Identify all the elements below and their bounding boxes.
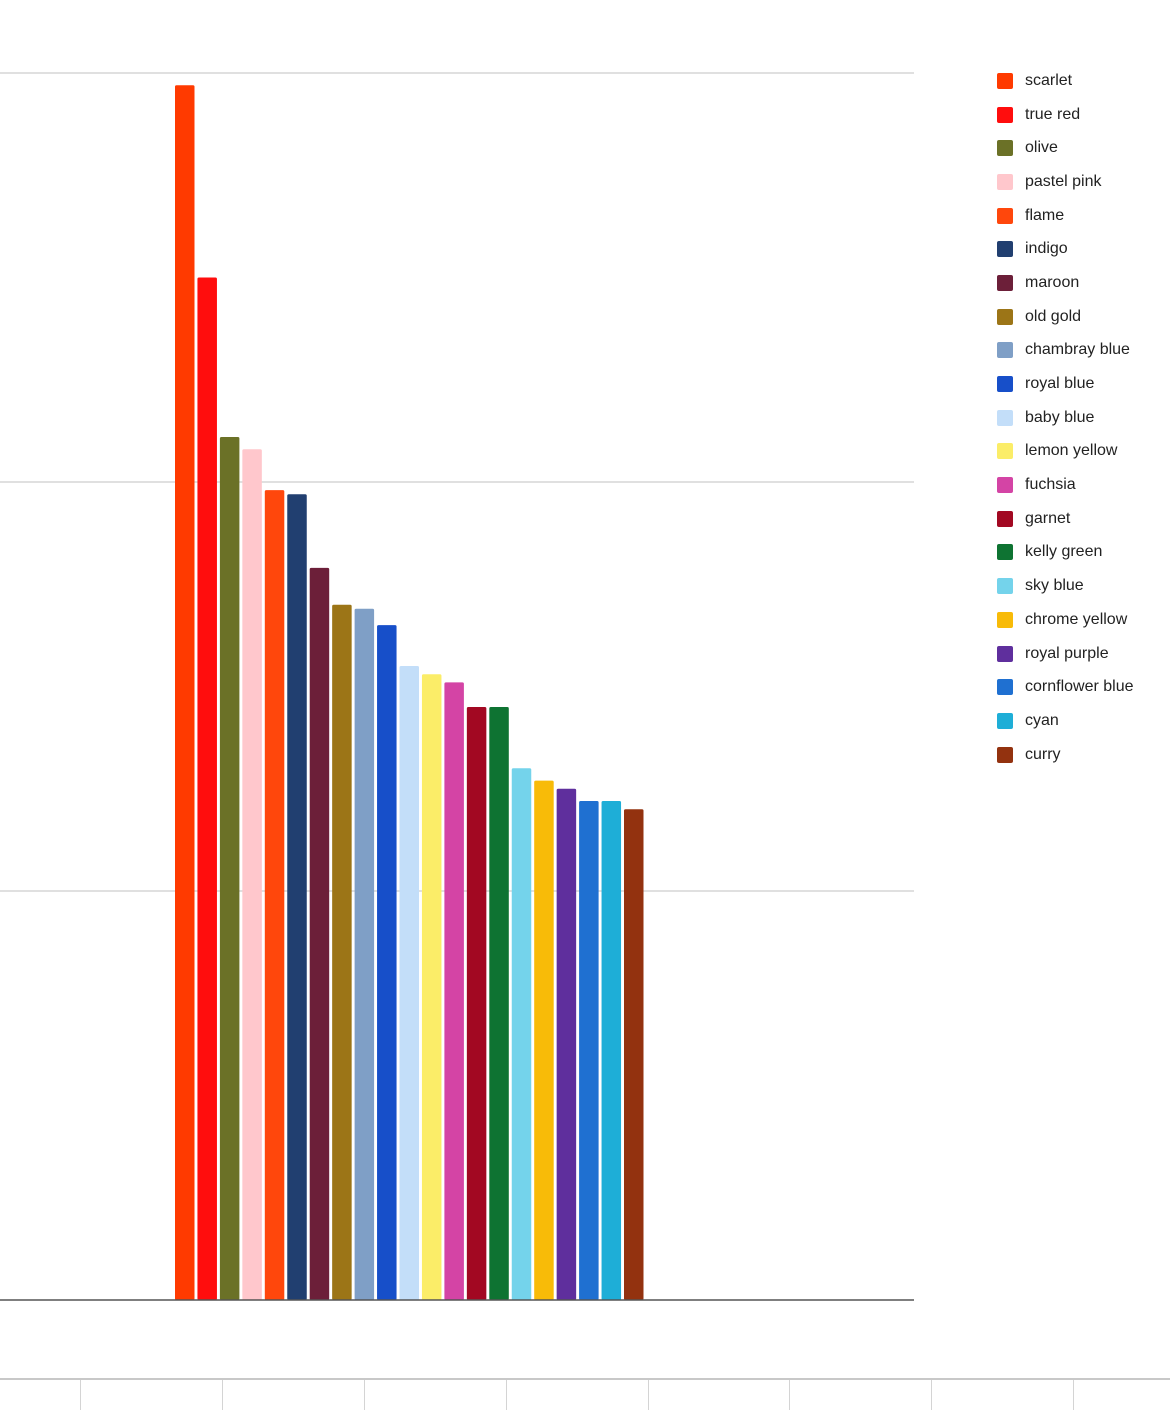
legend-item-cornflower-blue: cornflower blue (997, 670, 1167, 704)
bar-chrome-yellow (534, 780, 554, 1300)
legend-label: royal blue (1025, 375, 1095, 393)
legend-label: indigo (1025, 240, 1068, 258)
bar-royal-blue (377, 625, 397, 1300)
legend-item-chrome-yellow: chrome yellow (997, 603, 1167, 637)
legend-label: lemon yellow (1025, 442, 1118, 460)
legend-swatch (997, 578, 1013, 595)
legend-item-lemon-yellow: lemon yellow (997, 435, 1167, 469)
legend-swatch (997, 746, 1013, 763)
legend-label: curry (1025, 745, 1061, 763)
bars (175, 85, 644, 1300)
legend: scarlet true red olive pastel pink flame indi… (997, 64, 1167, 771)
legend-swatch (997, 409, 1013, 426)
legend-item-flame: flame (997, 199, 1167, 233)
legend-swatch (997, 477, 1013, 494)
legend-swatch (997, 712, 1013, 729)
legend-swatch (997, 376, 1013, 393)
bar-sky-blue (511, 768, 532, 1300)
bar-olive (219, 437, 240, 1300)
legend-label: olive (1025, 139, 1058, 157)
legend-label: garnet (1025, 509, 1071, 527)
legend-label: maroon (1025, 273, 1080, 291)
legend-swatch (997, 544, 1013, 561)
legend-swatch (997, 106, 1013, 123)
legend-label: true red (1025, 105, 1081, 123)
legend-label: baby blue (1025, 408, 1095, 426)
legend-label: chrome yellow (1025, 610, 1128, 628)
legend-item-royal-blue: royal blue (997, 367, 1167, 401)
legend-item-cyan: cyan (997, 704, 1167, 738)
legend-swatch (997, 510, 1013, 527)
legend-item-baby-blue: baby blue (997, 401, 1167, 435)
legend-item-true-red: true red (997, 98, 1167, 132)
legend-item-indigo: indigo (997, 232, 1167, 266)
bar-scarlet (175, 85, 195, 1300)
legend-label: old gold (1025, 307, 1082, 325)
legend-swatch (997, 645, 1013, 662)
legend-item-fuchsia: fuchsia (997, 468, 1167, 502)
bar-curry (624, 809, 644, 1300)
sheet-cell[interactable] (1074, 1380, 1170, 1410)
legend-label: fuchsia (1025, 476, 1076, 494)
sheet-cell[interactable] (0, 1380, 81, 1410)
sheet-cell[interactable] (223, 1380, 365, 1410)
legend-item-kelly-green: kelly green (997, 536, 1167, 570)
bar-fuchsia (444, 682, 464, 1300)
bar-true-red (197, 277, 217, 1300)
legend-label: kelly green (1025, 543, 1103, 561)
legend-item-pastel-pink: pastel pink (997, 165, 1167, 199)
legend-swatch (997, 342, 1013, 359)
legend-label: pastel pink (1025, 172, 1102, 190)
spreadsheet-row-strip (0, 1378, 1170, 1410)
legend-label: flame (1025, 206, 1065, 224)
sheet-cell[interactable] (507, 1380, 649, 1410)
legend-item-maroon: maroon (997, 266, 1167, 300)
legend-swatch (997, 274, 1013, 291)
legend-swatch (997, 241, 1013, 258)
bar-pastel-pink (242, 449, 262, 1300)
legend-item-olive: olive (997, 131, 1167, 165)
legend-item-old-gold: old gold (997, 300, 1167, 334)
legend-swatch (997, 207, 1013, 224)
bar-royal-purple (556, 788, 577, 1300)
bar-old-gold (332, 604, 352, 1300)
legend-item-garnet: garnet (997, 502, 1167, 536)
legend-item-chambray-blue: chambray blue (997, 334, 1167, 368)
sheet-cell[interactable] (932, 1380, 1074, 1410)
legend-label: royal purple (1025, 644, 1109, 662)
legend-swatch (997, 308, 1013, 325)
bar-kelly-green (489, 706, 509, 1300)
bar-chambray-blue (354, 608, 375, 1300)
legend-label: chambray blue (1025, 341, 1130, 359)
legend-label: cornflower blue (1025, 678, 1134, 696)
legend-item-sky-blue: sky blue (997, 569, 1167, 603)
legend-swatch (997, 72, 1013, 89)
legend-label: scarlet (1025, 71, 1073, 89)
bar-lemon-yellow (421, 674, 442, 1300)
sheet-cell[interactable] (790, 1380, 932, 1410)
bar-flame (264, 490, 285, 1300)
legend-swatch (997, 679, 1013, 696)
legend-swatch (997, 443, 1013, 460)
bar-maroon (309, 567, 330, 1300)
sheet-cell[interactable] (365, 1380, 507, 1410)
legend-item-curry: curry (997, 738, 1167, 772)
bar-baby-blue (399, 666, 419, 1300)
legend-label: cyan (1025, 711, 1059, 729)
legend-swatch (997, 140, 1013, 157)
bar-cornflower-blue (579, 801, 599, 1300)
legend-item-royal-purple: royal purple (997, 637, 1167, 671)
sheet-cell[interactable] (649, 1380, 790, 1410)
legend-item-scarlet: scarlet (997, 64, 1167, 98)
legend-swatch (997, 611, 1013, 628)
sheet-cell[interactable] (81, 1380, 223, 1410)
bar-garnet (466, 706, 487, 1300)
legend-swatch (997, 173, 1013, 190)
bar-indigo (287, 494, 307, 1300)
bar-cyan (601, 801, 622, 1300)
legend-label: sky blue (1025, 577, 1084, 595)
